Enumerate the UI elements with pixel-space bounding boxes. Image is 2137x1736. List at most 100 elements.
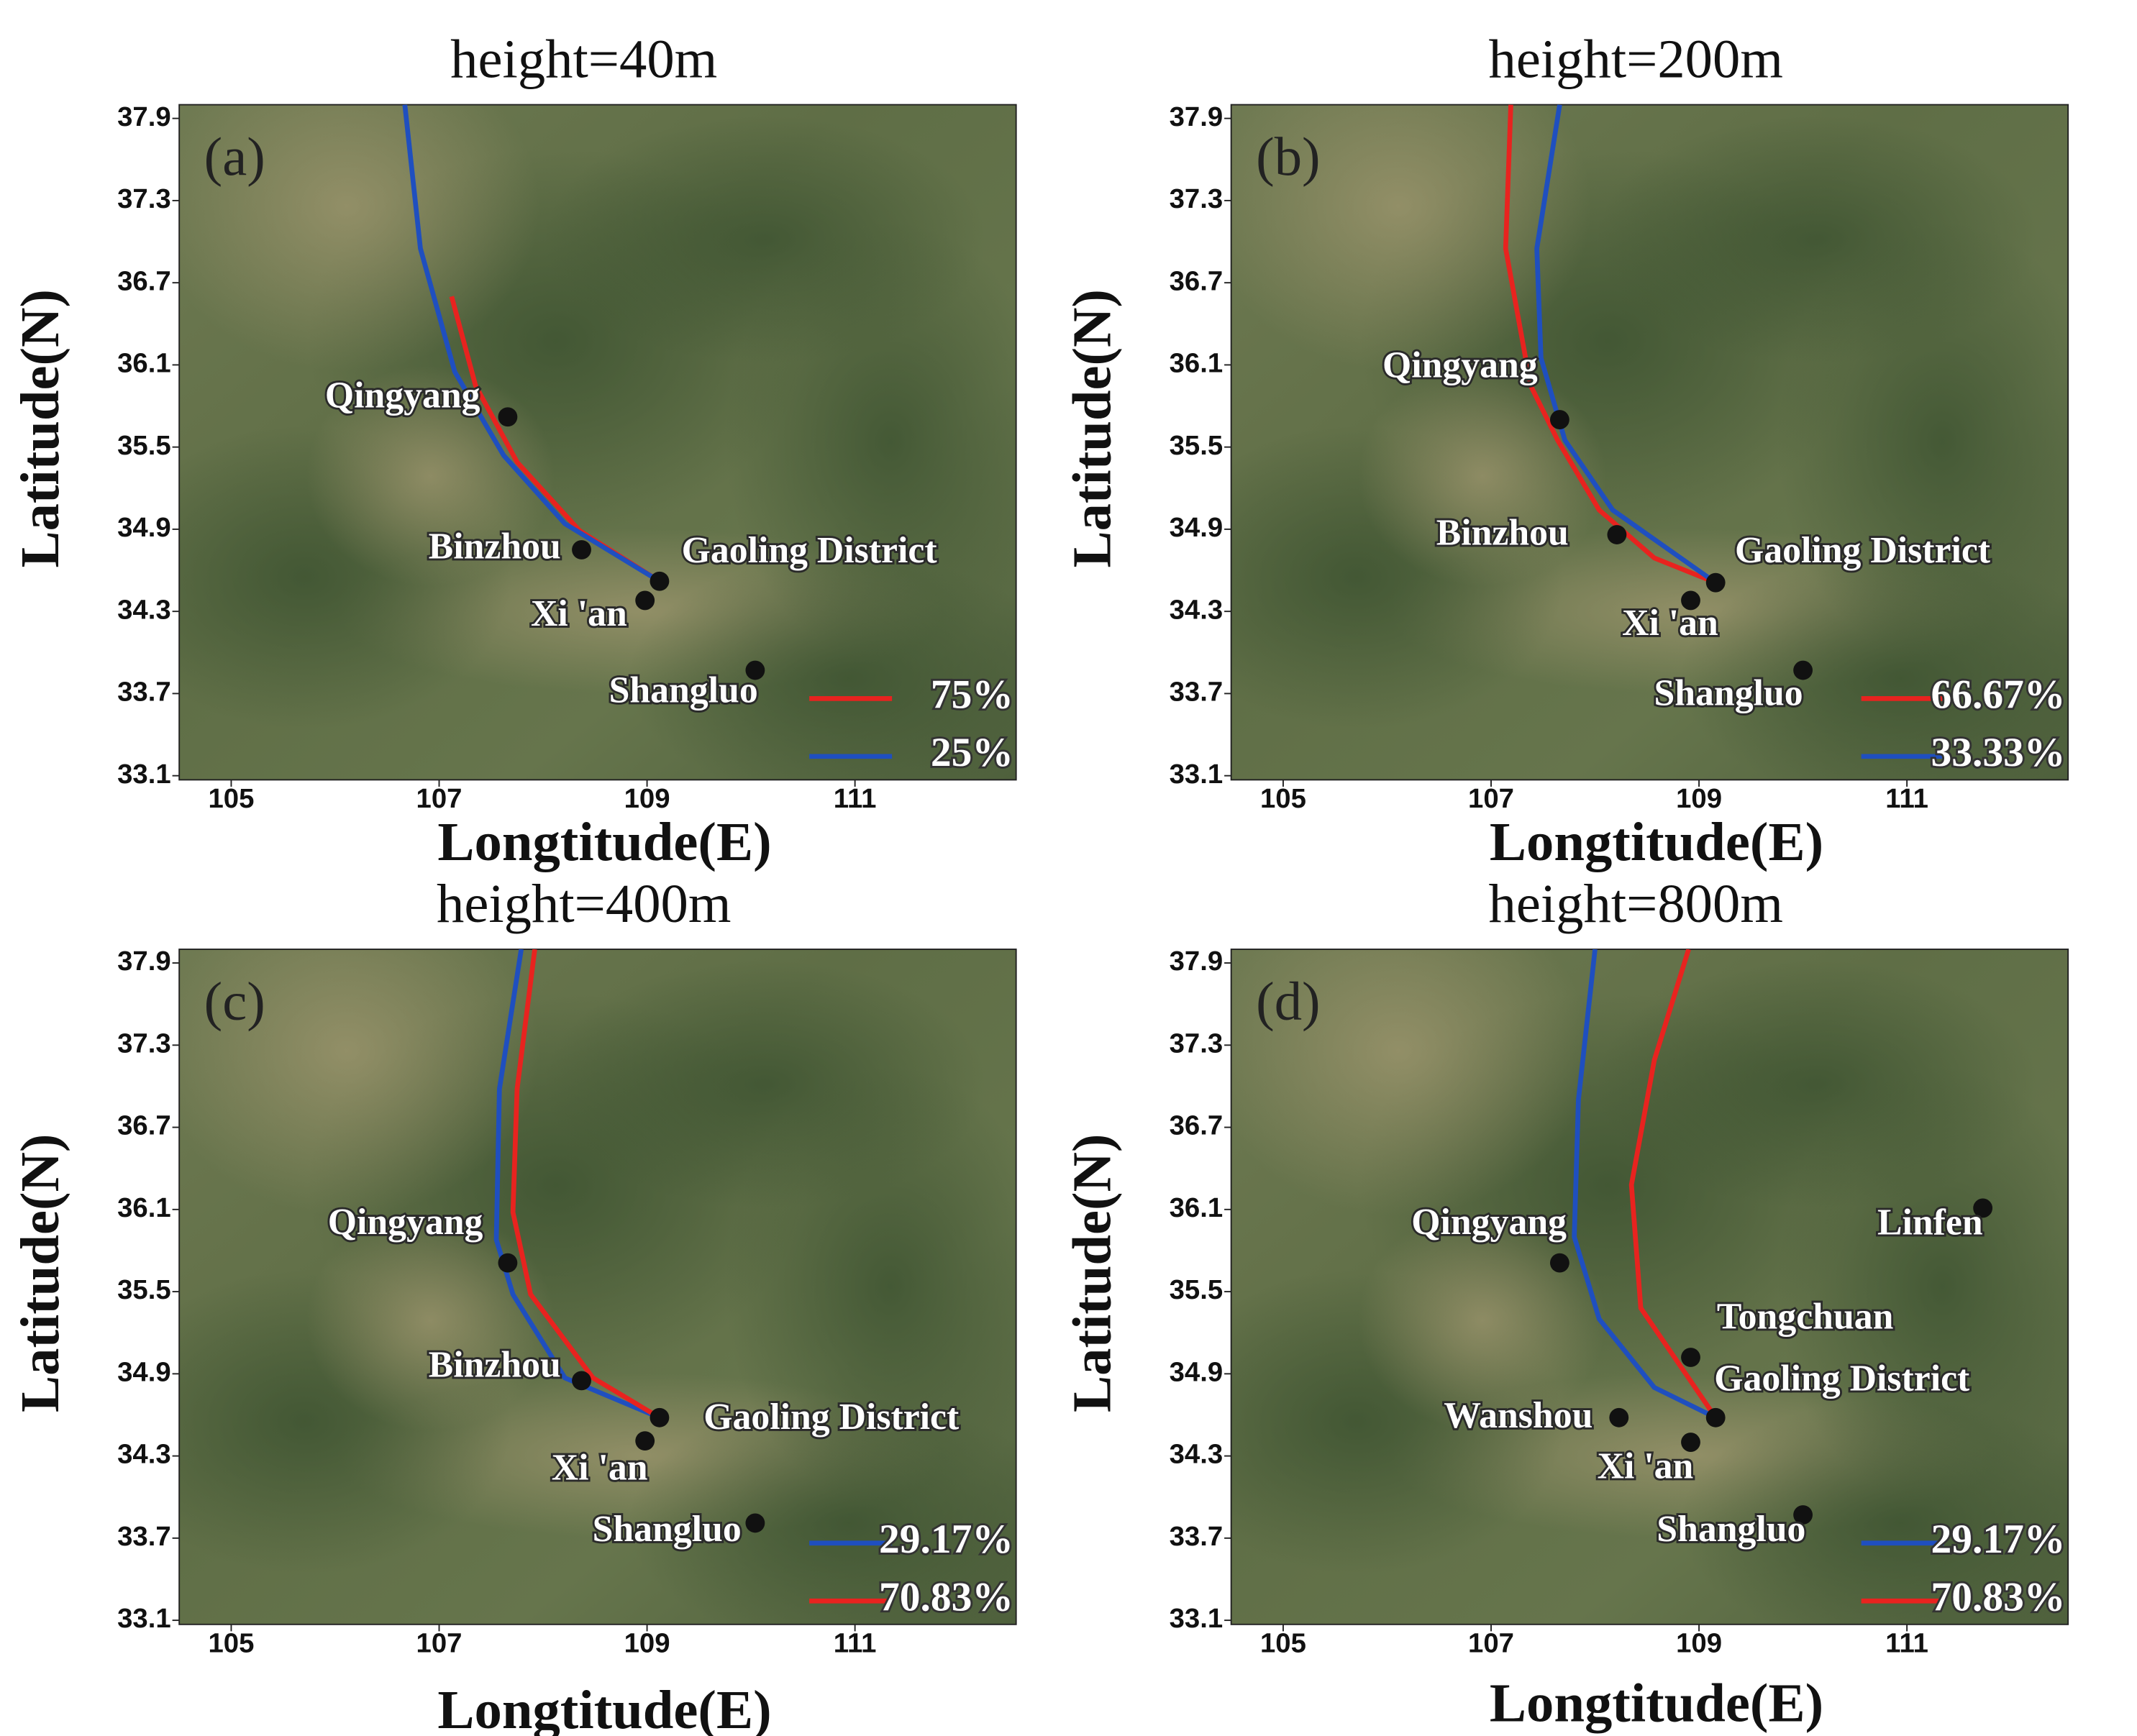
- y-tick-label: 36.7: [117, 1110, 171, 1141]
- city-label: Wanshou: [1444, 1395, 1593, 1436]
- legend-label: 70.83%: [879, 1574, 1013, 1619]
- trajectory-line: [510, 949, 661, 1420]
- city-marker: [1793, 1505, 1813, 1525]
- x-tick-label: 109: [1676, 783, 1722, 814]
- terrain: [306, 1210, 555, 1431]
- city-marker: [1681, 1348, 1700, 1367]
- y-tick-label: 37.9: [1170, 946, 1224, 977]
- chart-title: height=200m: [1489, 29, 1783, 90]
- city-marker: [650, 571, 670, 591]
- city-marker: [572, 540, 591, 559]
- x-axis-label: Longtitude(E): [437, 811, 771, 872]
- y-tick-label: 37.9: [117, 101, 171, 132]
- panel-label: (a): [204, 127, 265, 188]
- city-label: Qingyang: [325, 375, 480, 416]
- x-tick-label: 107: [416, 1628, 463, 1659]
- trajectory-line: [402, 104, 661, 584]
- legend-label: 66.67%: [1931, 672, 2066, 718]
- x-tick-label: 111: [834, 783, 877, 814]
- city-label: Binzhou: [429, 1345, 561, 1386]
- city-label: Shangluo: [593, 1509, 742, 1550]
- x-axis-label: Longtitude(E): [1490, 811, 1823, 872]
- legend-label: 33.33%: [1931, 730, 2066, 775]
- map-background: [179, 104, 1016, 780]
- city-label: Shangluo: [1657, 1509, 1805, 1550]
- terrain: [1358, 365, 1607, 587]
- y-tick-label: 33.7: [1170, 677, 1224, 708]
- plot-frame: [1230, 104, 2069, 781]
- x-tick-label: 105: [208, 1628, 254, 1659]
- terrain: [1358, 1210, 1607, 1431]
- panel: 33.1 33.7 34.3 34.9 35.5 36.1 36.7 37.3 37.9 105 1…: [1061, 873, 2069, 1733]
- city-marker: [650, 1407, 670, 1427]
- x-axis-label: Longtitude(E): [1490, 1672, 1823, 1733]
- plot-frame: [178, 949, 1017, 1625]
- city-label: Gaoling District: [1714, 1358, 1969, 1399]
- city-label: Xi 'an: [552, 1448, 648, 1489]
- y-tick-label: 37.9: [1170, 101, 1224, 132]
- y-tick-label: 33.7: [1170, 1521, 1224, 1552]
- panel-label: (d): [1256, 971, 1320, 1032]
- terrain: [1680, 1399, 2069, 1625]
- city-label: Binzhou: [1436, 512, 1569, 553]
- city-marker: [498, 1253, 518, 1273]
- city-marker: [635, 590, 655, 611]
- city-label: Qingyang: [328, 1202, 483, 1243]
- x-tick-label: 107: [1468, 1628, 1514, 1659]
- panel-label: (b): [1256, 127, 1320, 188]
- y-tick-label: 35.5: [1170, 430, 1224, 461]
- y-axis-label: Latitude(N): [9, 289, 70, 567]
- chart-title: height=800m: [1489, 873, 1783, 934]
- y-tick-label: 34.3: [1170, 594, 1224, 625]
- city-label: Qingyang: [1382, 345, 1538, 386]
- y-tick-label: 37.3: [117, 1028, 171, 1059]
- city-marker: [498, 407, 518, 427]
- y-tick-label: 33.7: [117, 677, 171, 708]
- city-marker: [1681, 590, 1700, 611]
- y-tick-label: 34.9: [1170, 1356, 1224, 1387]
- x-tick-label: 107: [416, 783, 463, 814]
- y-tick-label: 33.1: [1170, 759, 1224, 790]
- y-tick-label: 35.5: [117, 1274, 171, 1305]
- y-axis-label: Latitude(N): [9, 1134, 70, 1412]
- y-tick-label: 36.1: [117, 348, 171, 379]
- city-label: Xi 'an: [531, 593, 627, 634]
- terrain: [628, 1399, 1016, 1625]
- city-marker: [745, 660, 765, 680]
- terrain: [725, 221, 1016, 663]
- y-tick-label: 36.7: [1170, 265, 1224, 296]
- city-marker: [1793, 660, 1813, 680]
- city-label: Linfen: [1877, 1202, 1983, 1243]
- y-tick-label: 37.3: [117, 183, 171, 214]
- y-tick-label: 37.3: [1170, 183, 1224, 214]
- terrain: [179, 104, 540, 372]
- x-tick-label: 111: [834, 1628, 877, 1659]
- terrain: [1680, 554, 2069, 780]
- city-marker: [1609, 1407, 1629, 1427]
- city-marker: [1607, 525, 1627, 544]
- y-tick-label: 35.5: [117, 430, 171, 461]
- x-tick-label: 105: [208, 783, 254, 814]
- x-axis-label: Longtitude(E): [437, 1679, 771, 1736]
- terrain: [1231, 949, 1592, 1216]
- legend-label: 25%: [931, 730, 1013, 775]
- x-tick-label: 105: [1260, 1628, 1306, 1659]
- terrain: [1231, 104, 1592, 372]
- chart-title: height=40m: [450, 29, 717, 90]
- x-tick-label: 109: [624, 783, 670, 814]
- city-label: Binzhou: [429, 526, 561, 567]
- panel: 33.1 33.7 34.3 34.9 35.5 36.1 36.7 37.3 37.9 105 1…: [9, 873, 1017, 1736]
- terrain: [1777, 1066, 2069, 1507]
- terrain: [1777, 221, 2069, 663]
- city-marker: [1705, 572, 1726, 593]
- y-tick-label: 34.3: [1170, 1439, 1224, 1470]
- y-tick-label: 34.9: [117, 1356, 171, 1387]
- y-tick-label: 34.9: [1170, 512, 1224, 543]
- city-label: Qingyang: [1411, 1202, 1567, 1243]
- y-tick-label: 36.1: [1170, 1192, 1224, 1223]
- city-marker: [1973, 1198, 1993, 1218]
- y-tick-label: 33.1: [117, 1603, 171, 1634]
- city-label: Gaoling District: [682, 530, 937, 571]
- city-marker: [635, 1431, 655, 1451]
